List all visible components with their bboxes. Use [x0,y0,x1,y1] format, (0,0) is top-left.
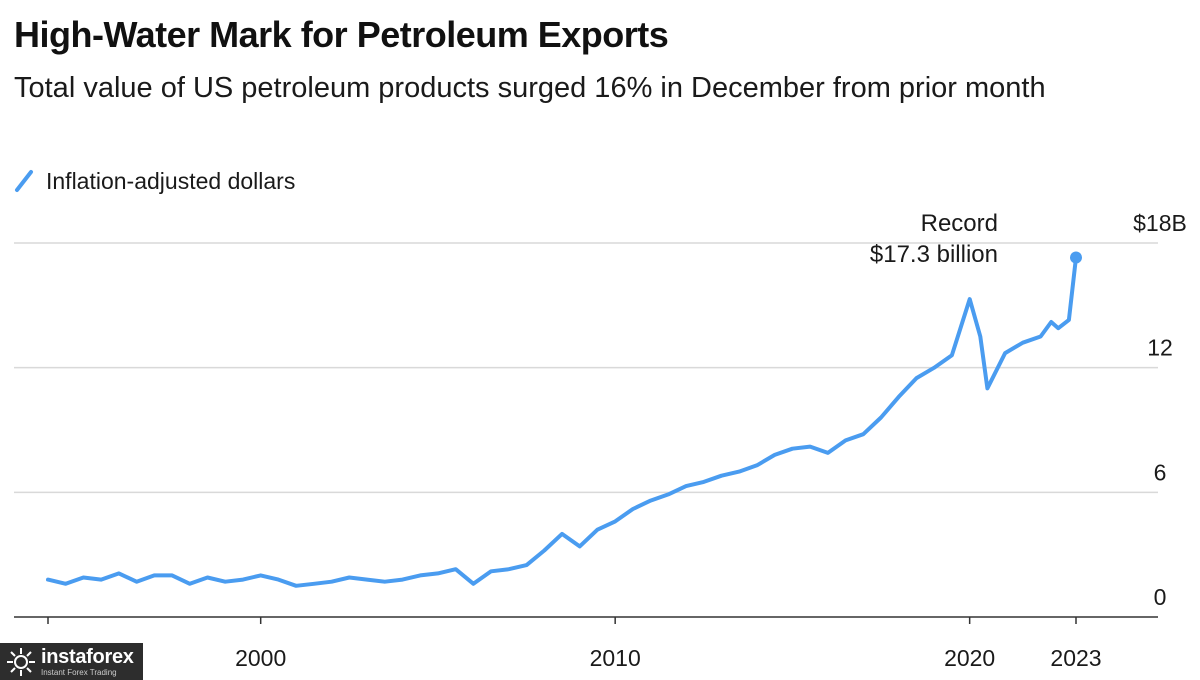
data-point-4 [117,571,121,575]
data-point-32 [613,519,617,523]
data-point-58 [1049,320,1053,324]
legend: Inflation-adjusted dollars [14,164,295,198]
data-point-1 [64,582,68,586]
data-point-24 [471,582,475,586]
y-tick-label-0: 0 [1154,584,1167,610]
data-point-56 [1021,341,1025,345]
data-point-33 [631,507,635,511]
watermark: instaforex Instant Forex Trading [0,643,143,680]
data-point-26 [507,567,511,571]
y-axis-ticks: 0 6 12 $18B [1133,210,1187,610]
series-line-0 [46,255,1078,588]
data-point-30 [578,544,582,548]
chart-subtitle: Total value of US petroleum products sur… [14,72,1046,104]
data-point-38 [720,474,723,478]
data-point-39 [737,470,741,474]
data-point-15 [312,582,316,586]
data-point-2 [81,576,85,579]
annotation-line1: Record [921,210,998,237]
x-tick-label-2020: 2020 [944,645,995,671]
data-point-47 [879,416,883,419]
data-point-53 [978,335,982,338]
data-point-44 [826,451,830,455]
data-point-23 [454,567,458,571]
data-point-46 [861,432,865,436]
data-point-31 [595,528,599,532]
data-point-34 [649,499,653,503]
data-point-9 [206,576,209,579]
data-point-27 [525,563,529,567]
record-annotation: Record $17.3 billion [870,210,998,268]
data-point-18 [365,578,369,582]
data-point-17 [347,576,351,579]
data-point-40 [755,463,759,467]
instaforex-logo-icon [7,647,35,676]
data-point-52 [968,297,972,301]
watermark-name: instaforex [41,645,134,668]
data-point-25 [489,569,493,573]
data-point-19 [383,580,387,584]
data-point-43 [808,445,812,449]
data-point-36 [684,484,688,488]
data-point-48 [897,395,901,399]
data-point-45 [844,438,848,442]
watermark-tagline: Instant Forex Trading [41,667,117,677]
chart-title: High-Water Mark for Petroleum Exports [14,14,669,55]
data-point-20 [401,578,404,582]
data-point-54 [985,386,989,390]
x-tick-label-2010: 2010 [590,645,641,671]
data-point-41 [773,453,777,457]
data-point-7 [170,573,174,577]
data-point-5 [135,580,139,584]
data-point-11 [241,578,245,582]
x-tick-label-2023: 2023 [1050,645,1101,671]
gridlines [14,242,1158,494]
data-point-60 [1067,318,1071,322]
data-point-49 [915,376,918,380]
data-point-12 [259,573,263,577]
data-point-37 [702,480,706,484]
data-point-6 [152,573,156,577]
data-point-50 [932,366,936,370]
data-point-59 [1056,326,1060,330]
x-axis: 19942000201020202023 [14,616,1158,671]
y-tick-label-12: 12 [1147,335,1173,361]
data-point-22 [436,571,440,575]
data-point-51 [950,353,954,357]
data-point-3 [99,578,103,582]
data-point-57 [1039,335,1043,338]
data-point-42 [790,447,794,451]
data-point-28 [542,549,546,552]
y-tick-label-18: $18B [1133,210,1187,236]
record-point [1070,251,1082,264]
data-point-29 [560,532,564,536]
x-tick-label-2000: 2000 [235,645,286,671]
y-tick-label-6: 6 [1154,459,1167,485]
data-point-10 [223,580,227,584]
annotation-line2: $17.3 billion [870,241,998,268]
data-point-21 [418,573,422,577]
data-point-13 [276,578,280,582]
legend-swatch-icon [15,170,33,192]
data-point-55 [1003,351,1007,355]
legend-label: Inflation-adjusted dollars [46,167,296,194]
data-point-0 [46,578,50,582]
data-point-16 [330,580,334,584]
data-point-35 [666,492,670,496]
series-layer [46,251,1082,588]
data-point-14 [294,584,298,588]
data-point-8 [188,582,192,586]
